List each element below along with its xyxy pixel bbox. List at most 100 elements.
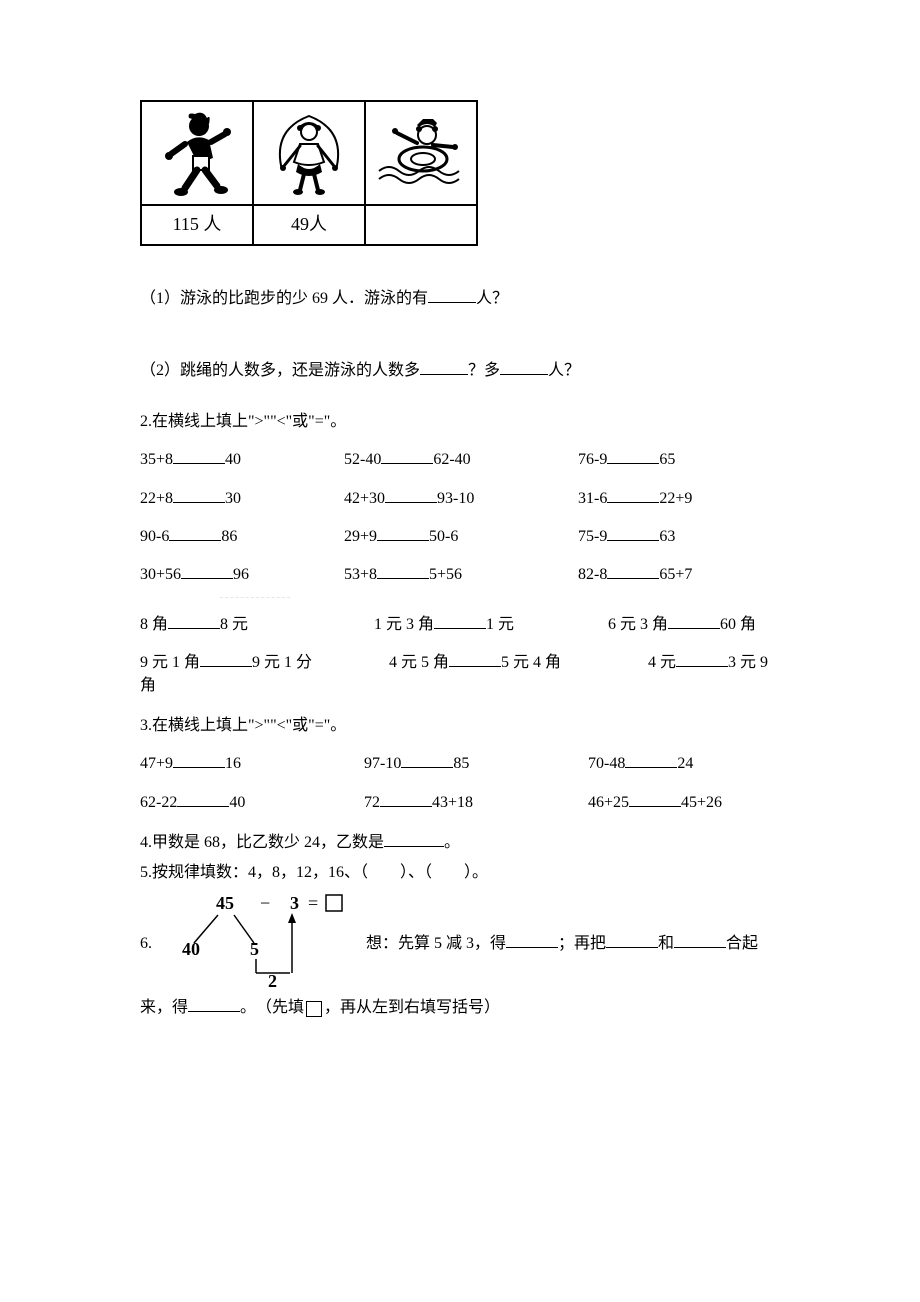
q1-part2-text-c: 人？ [548,362,580,379]
q2-m1c3-l: 6 元 3 角 [608,616,668,633]
q6-fill-box[interactable] [306,1001,322,1017]
running-count: 115 人 [141,205,253,245]
q2-r4c3-r: 65+7 [659,566,692,583]
q6-result-box [326,895,342,911]
q2: 2.在横线上填上">""<"或"="。 35+840 52-4062-40 76… [140,411,780,697]
q2-r4c1-r: 96 [233,566,249,583]
q4-text-a: 4.甲数是 68，比乙数少 24，乙数是 [140,834,384,851]
q3-r2c2-l: 72 [364,794,380,811]
q2-r3c3-l: 75-9 [578,528,607,545]
q3-r2c2-blank[interactable] [380,790,432,807]
q3-r1c1-l: 47+9 [140,755,173,772]
q3-r2c3-blank[interactable] [629,790,681,807]
q2-r1c1-l: 35+8 [140,451,173,468]
q3-r2c3-l: 46+25 [588,794,629,811]
q2-r3c1-r: 86 [221,528,237,545]
q3-r1c3-blank[interactable] [625,751,677,768]
q3-r1c3-r: 24 [677,755,693,772]
q6-think-b: ；再把 [558,935,606,952]
q6-blank2[interactable] [606,931,658,948]
q6-think-a: 想：先算 5 减 3，得 [366,935,506,952]
swimming-icon-cell [365,101,477,205]
q2-r3c1-l: 90-6 [140,528,169,545]
jumprope-icon [264,110,354,196]
q2-m2c2-blank[interactable] [449,650,501,667]
q1-part2-text-a: （2）跳绳的人数多，还是游泳的人数多 [140,362,420,379]
q3-r2c3-r: 45+26 [681,794,722,811]
q2-m1c3-r: 60 角 [720,616,756,633]
q6-num: 6. [140,935,152,952]
q3: 3.在横线上填上">""<"或"="。 47+916 97-1085 70-48… [140,715,780,814]
q2-money-row1: 8 角8 元 1 元 3 角1 元 6 元 3 角60 角 [140,612,780,636]
jumprope-icon-cell [253,101,365,205]
q2-r1c3-blank[interactable] [607,447,659,464]
q2-r1c1-blank[interactable] [173,447,225,464]
q6: 6. 45 − 3 = 40 5 2 想：先算 5 减 3，得；再把和合起来，得… [140,893,780,1021]
q4-blank[interactable] [384,830,444,847]
q2-row4: 30+5696 53+85+56 82-865+7 [140,562,780,586]
q2-r3c2-blank[interactable] [377,524,429,541]
q1-part2-blank2[interactable] [500,358,548,375]
q2-m1c2-blank[interactable] [434,612,486,629]
q2-r4c3-blank[interactable] [607,562,659,579]
q2-m1c3-blank[interactable] [668,612,720,629]
q3-row1: 47+916 97-1085 70-4824 [140,751,780,775]
swimming-icon [373,113,469,193]
q3-r1c1-blank[interactable] [173,751,225,768]
q2-m2c1-r: 9 元 1 分 [252,654,312,671]
q1-part1-blank[interactable] [428,286,476,303]
q2-r1c1-r: 40 [225,451,241,468]
q6-blank4[interactable] [188,995,240,1012]
q2-r2c3-blank[interactable] [607,486,659,503]
q6-think-c: 和 [658,935,674,952]
q1-part2-text-b: ？多 [468,362,500,379]
q2-r2c1-blank[interactable] [173,486,225,503]
q2-r3c2-l: 29+9 [344,528,377,545]
q3-r2c2-r: 43+18 [432,794,473,811]
q2-r4c3-l: 82-8 [578,566,607,583]
q4-text-b: 。 [444,834,460,851]
q2-r1c2-l: 52-40 [344,451,381,468]
q1-part1-text-b: 人？ [476,290,508,307]
q2-m2c1-blank[interactable] [200,650,252,667]
q5: 5.按规律填数：4，8，12，16、（ ）、（ ）。 [140,862,780,884]
q2-r1c3-r: 65 [659,451,675,468]
q2-r3c1-blank[interactable] [169,524,221,541]
q2-m2c3-blank[interactable] [676,650,728,667]
q2-m2c1-l: 9 元 1 角 [140,654,200,671]
q2-r2c3-l: 31-6 [578,490,607,507]
q3-r2c1-l: 62-22 [140,794,177,811]
q1-part2: （2）跳绳的人数多，还是游泳的人数多 ？多 人？ [140,358,780,382]
q1-part2-blank1[interactable] [420,358,468,375]
worksheet-page: 115 人 49人 （1）游泳的比跑步的少 69 人．游泳的有人？ （2）跳绳的… [0,0,920,1069]
q2-r1c2-blank[interactable] [381,447,433,464]
q3-title: 3.在横线上填上">""<"或"="。 [140,715,780,737]
q6-blank1[interactable] [506,931,558,948]
q2-r2c2-r: 93-10 [437,490,474,507]
q2-m1c1-l: 8 角 [140,616,168,633]
q2-r3c3-blank[interactable] [607,524,659,541]
q6-a: 40 [182,939,200,959]
q6-b: 5 [250,939,259,959]
q2-r2c1-l: 22+8 [140,490,173,507]
q2-r3c3-r: 63 [659,528,675,545]
q3-r1c2-blank[interactable] [401,751,453,768]
q5-text: 5.按规律填数：4，8，12，16、（ ）、（ ）。 [140,864,488,881]
q2-r4c2-blank[interactable] [377,562,429,579]
q6-blank3[interactable] [674,931,726,948]
arrowhead-icon [288,913,296,923]
q2-r3c2-r: 50-6 [429,528,458,545]
q2-r4c2-l: 53+8 [344,566,377,583]
swimming-count [365,205,477,245]
q2-m1c1-blank[interactable] [168,612,220,629]
q2-r2c2-blank[interactable] [385,486,437,503]
q2-m1c2-l: 1 元 3 角 [374,616,434,633]
q3-r1c2-r: 85 [453,755,469,772]
q3-r2c1-r: 40 [229,794,245,811]
q2-r4c1-blank[interactable] [181,562,233,579]
q3-r2c1-blank[interactable] [177,790,229,807]
q2-row1: 35+840 52-4062-40 76-965 [140,447,780,471]
q6-minus: − [260,893,270,913]
q1-part1-text-a: （1）游泳的比跑步的少 69 人．游泳的有 [140,290,428,307]
q6-diagram: 45 − 3 = 40 5 2 [156,893,356,996]
